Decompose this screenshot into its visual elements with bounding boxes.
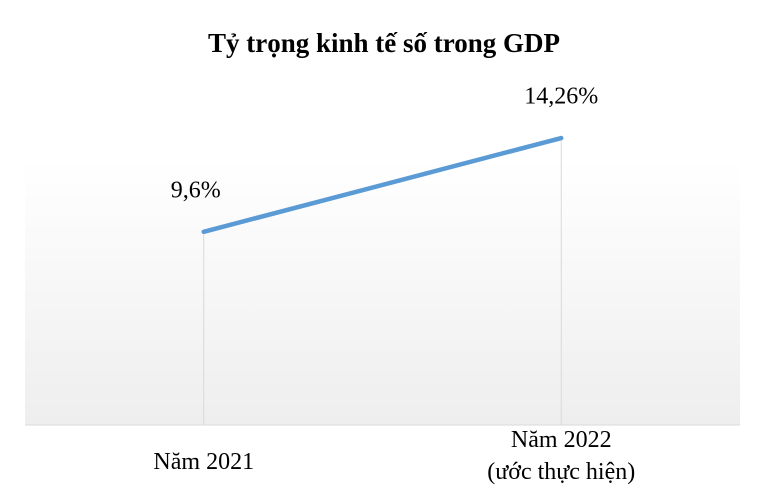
plot-background	[25, 160, 740, 425]
x-tick-label: Năm 2021	[153, 449, 255, 475]
x-tick-label: Năm 2022 (ước thực hiện)	[487, 427, 636, 485]
data-label: 14,26%	[524, 84, 598, 110]
data-label: 9,6%	[171, 177, 221, 203]
chart-title: Tỷ trọng kinh tế số trong GDP	[208, 28, 560, 58]
data-line	[201, 135, 564, 235]
